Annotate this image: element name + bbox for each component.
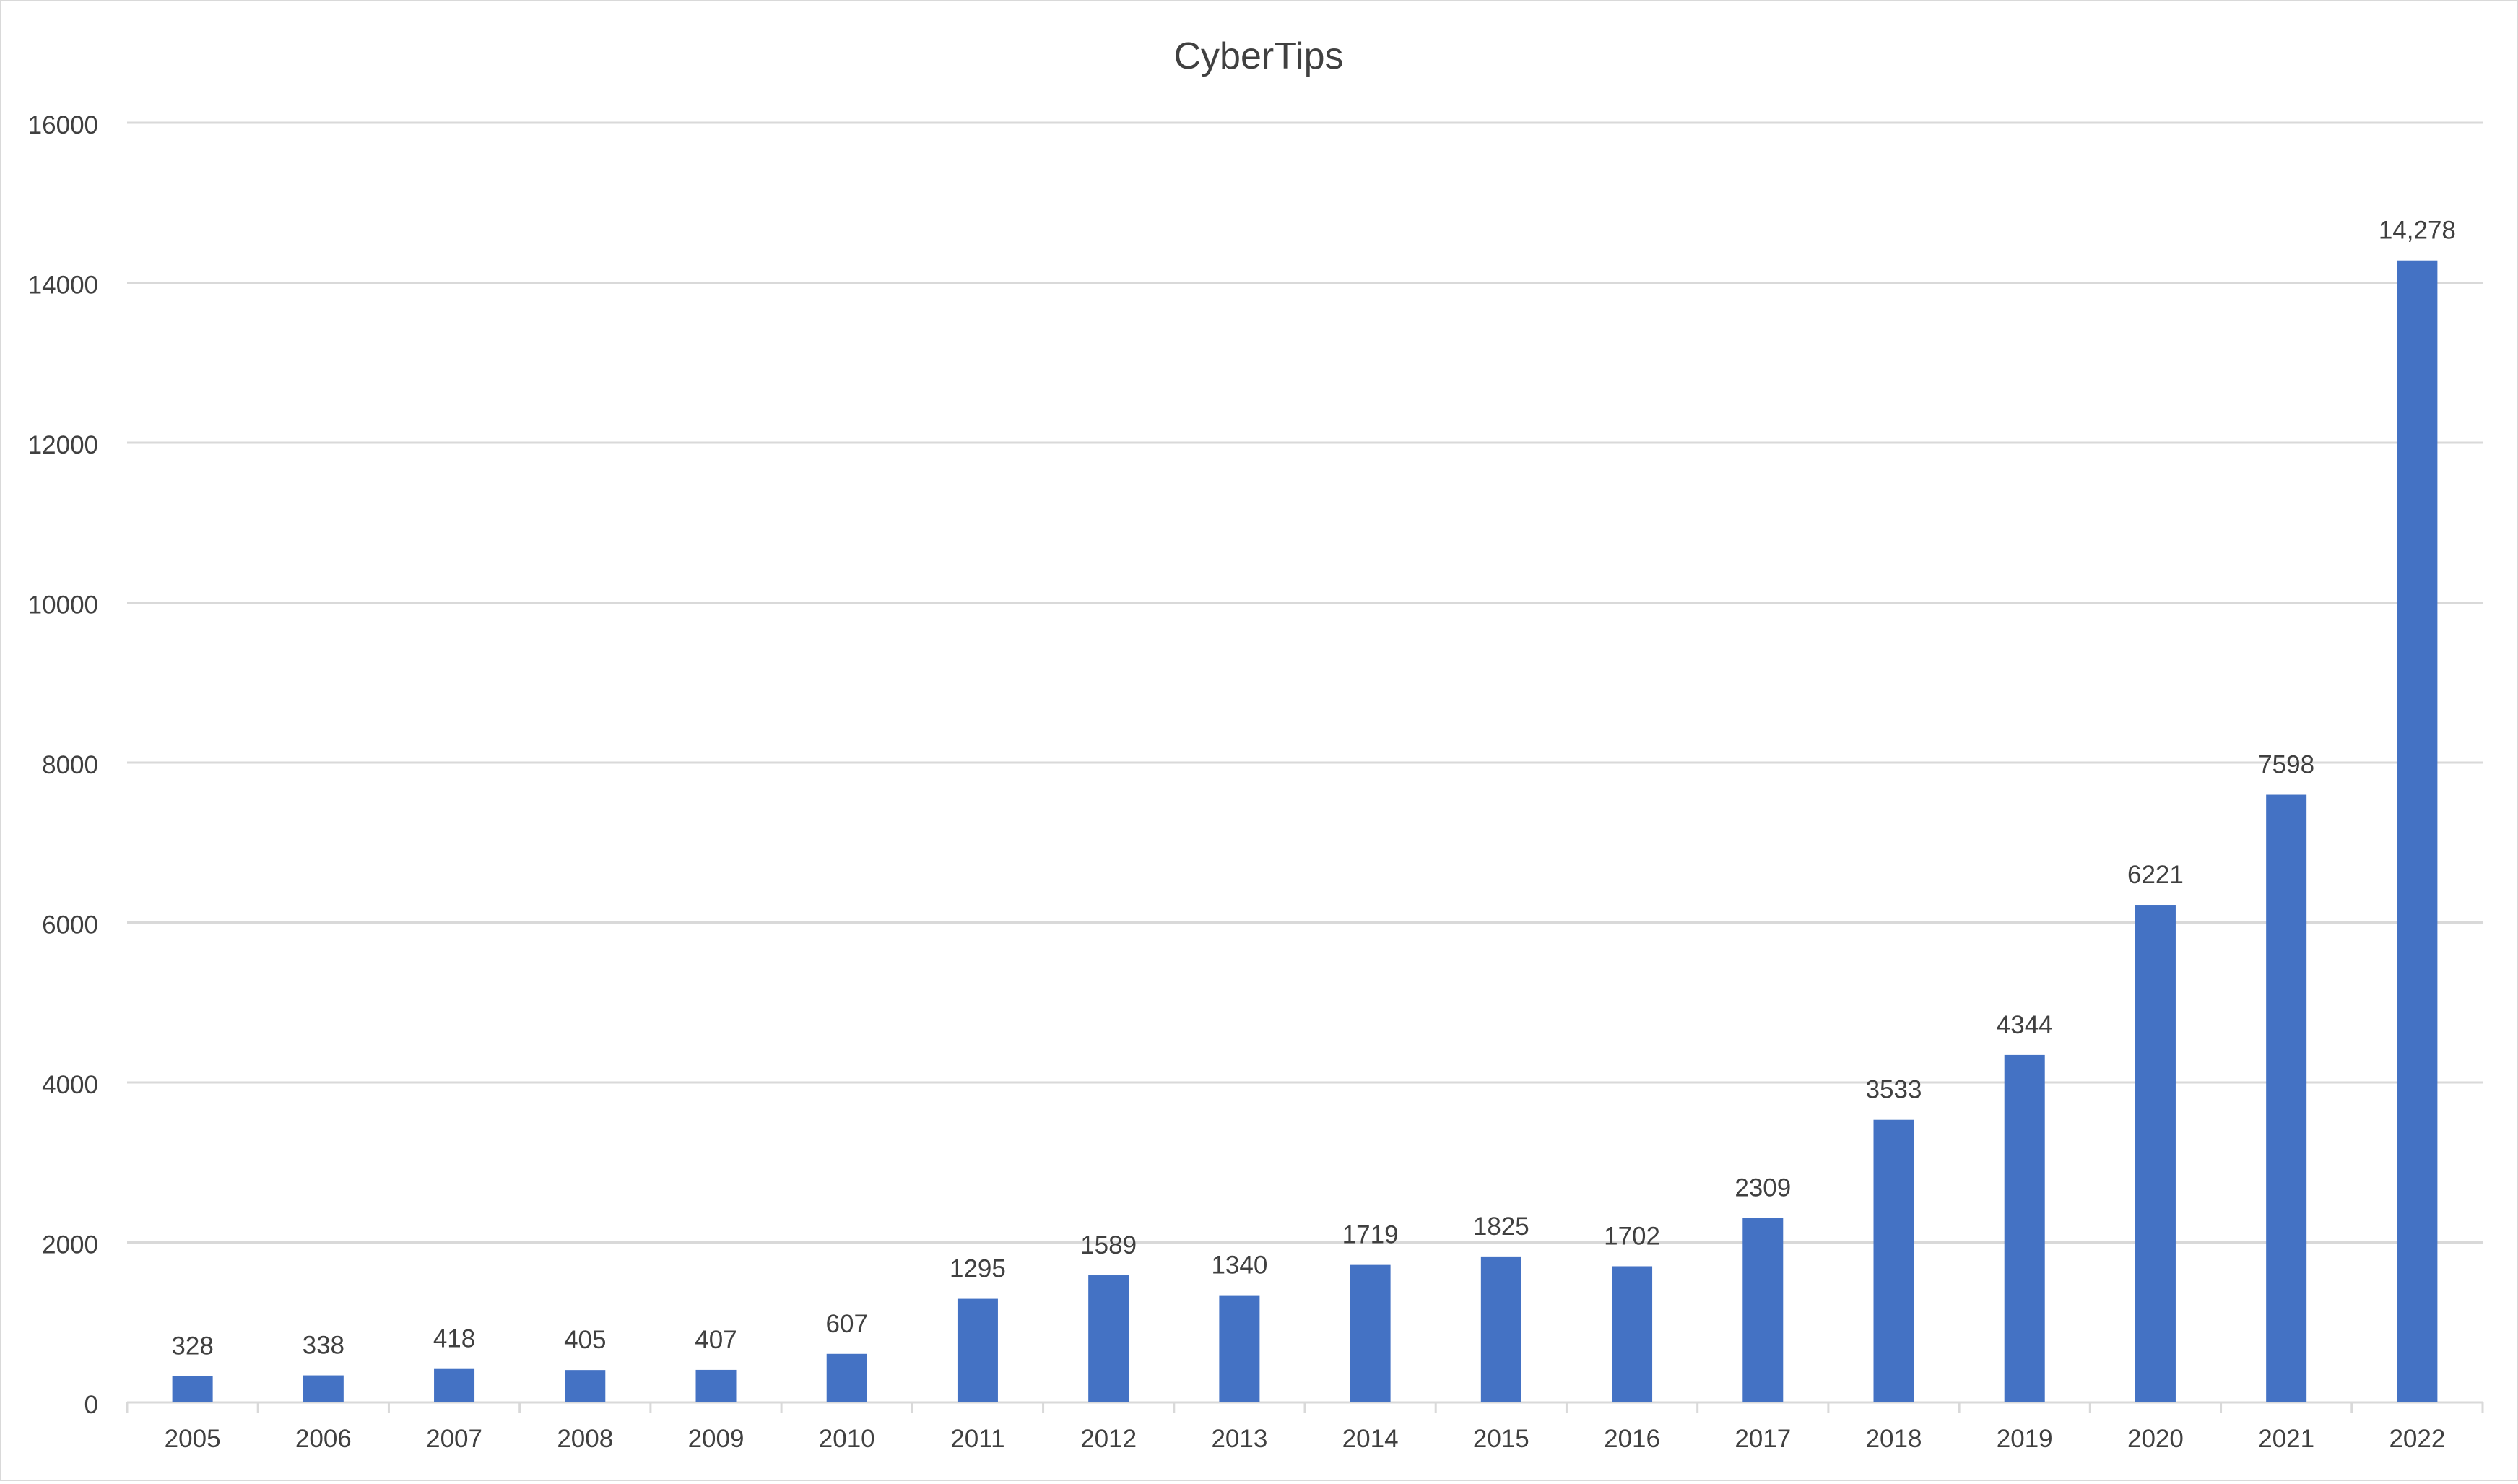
data-label: 7598 xyxy=(2258,751,2314,779)
data-label: 1825 xyxy=(1473,1212,1529,1241)
bars xyxy=(172,260,2438,1403)
y-axis-ticks: 0 2000 4000 6000 8000 10000 12000 14000 16000 xyxy=(28,111,98,1419)
x-tick-label: 2016 xyxy=(1604,1425,1660,1453)
bar-2008 xyxy=(565,1370,606,1402)
y-tick-label: 10000 xyxy=(28,591,98,620)
data-label: 1719 xyxy=(1342,1221,1399,1249)
x-tick-label: 2018 xyxy=(1866,1425,1922,1453)
data-label: 328 xyxy=(171,1332,213,1361)
data-label: 1702 xyxy=(1604,1223,1660,1251)
bar-2017 xyxy=(1742,1218,1784,1402)
y-tick-label: 8000 xyxy=(42,751,98,779)
x-tick-label: 2013 xyxy=(1211,1425,1267,1453)
x-tick-label: 2020 xyxy=(2127,1425,2184,1453)
data-label: 607 xyxy=(826,1310,868,1338)
data-label: 407 xyxy=(695,1326,737,1354)
bar-2010 xyxy=(826,1353,867,1402)
x-axis-ticks: 2005 2006 2007 2008 2009 2010 2011 2012 2013 2014… xyxy=(126,1402,2484,1453)
y-tick-label: 2000 xyxy=(42,1231,98,1259)
data-labels: 328 338 418 405 407 607 1295 1589 1340 1719 1825 17… xyxy=(171,217,2456,1361)
bar-2006 xyxy=(303,1375,344,1402)
bar-2021 xyxy=(2266,794,2307,1402)
bar-2019 xyxy=(2004,1054,2045,1402)
bar-2007 xyxy=(434,1368,475,1402)
y-tick-label: 0 xyxy=(84,1391,98,1419)
x-tick-label: 2008 xyxy=(557,1425,613,1453)
x-tick-label: 2006 xyxy=(295,1425,352,1453)
bar-2009 xyxy=(695,1369,737,1402)
y-tick-label: 4000 xyxy=(42,1071,98,1099)
bar-2011 xyxy=(957,1298,998,1402)
bar-2018 xyxy=(1873,1119,1914,1402)
gridlines xyxy=(127,121,2483,1404)
x-tick-label: 2014 xyxy=(1342,1425,1399,1453)
data-label: 1589 xyxy=(1080,1231,1137,1259)
data-label: 4344 xyxy=(1997,1011,2053,1039)
x-tick-label: 2007 xyxy=(426,1425,482,1453)
y-tick-label: 6000 xyxy=(42,911,98,940)
x-tick-label: 2011 xyxy=(950,1425,1004,1453)
bar-2014 xyxy=(1350,1264,1391,1402)
x-tick-label: 2017 xyxy=(1735,1425,1791,1453)
data-label: 14,278 xyxy=(2379,217,2456,245)
chart-title: CyberTips xyxy=(1173,35,1343,77)
data-label: 405 xyxy=(564,1326,606,1354)
x-tick-label: 2022 xyxy=(2389,1425,2445,1453)
x-tick-label: 2021 xyxy=(2258,1425,2314,1453)
bar-2013 xyxy=(1219,1295,1260,1402)
data-label: 3533 xyxy=(1866,1076,1922,1104)
data-label: 2309 xyxy=(1735,1173,1791,1202)
data-label: 338 xyxy=(303,1332,344,1360)
bar-2022 xyxy=(2397,260,2438,1403)
data-label: 1295 xyxy=(950,1255,1006,1283)
x-tick-label: 2009 xyxy=(688,1425,744,1453)
bar-2012 xyxy=(1088,1275,1129,1402)
x-tick-label: 2012 xyxy=(1080,1425,1137,1453)
bar-2015 xyxy=(1480,1256,1521,1402)
y-tick-label: 12000 xyxy=(28,431,98,459)
y-tick-label: 14000 xyxy=(28,272,98,300)
bar-2005 xyxy=(172,1376,213,1402)
x-tick-label: 2010 xyxy=(819,1425,875,1453)
y-tick-label: 16000 xyxy=(28,111,98,139)
bar-2016 xyxy=(1612,1266,1653,1402)
data-label: 6221 xyxy=(2127,861,2184,889)
bar-2020 xyxy=(2135,905,2176,1402)
x-tick-label: 2005 xyxy=(165,1425,221,1453)
x-tick-label: 2019 xyxy=(1997,1425,2053,1453)
data-label: 1340 xyxy=(1211,1251,1267,1280)
x-tick-label: 2015 xyxy=(1473,1425,1529,1453)
data-label: 418 xyxy=(433,1325,475,1353)
